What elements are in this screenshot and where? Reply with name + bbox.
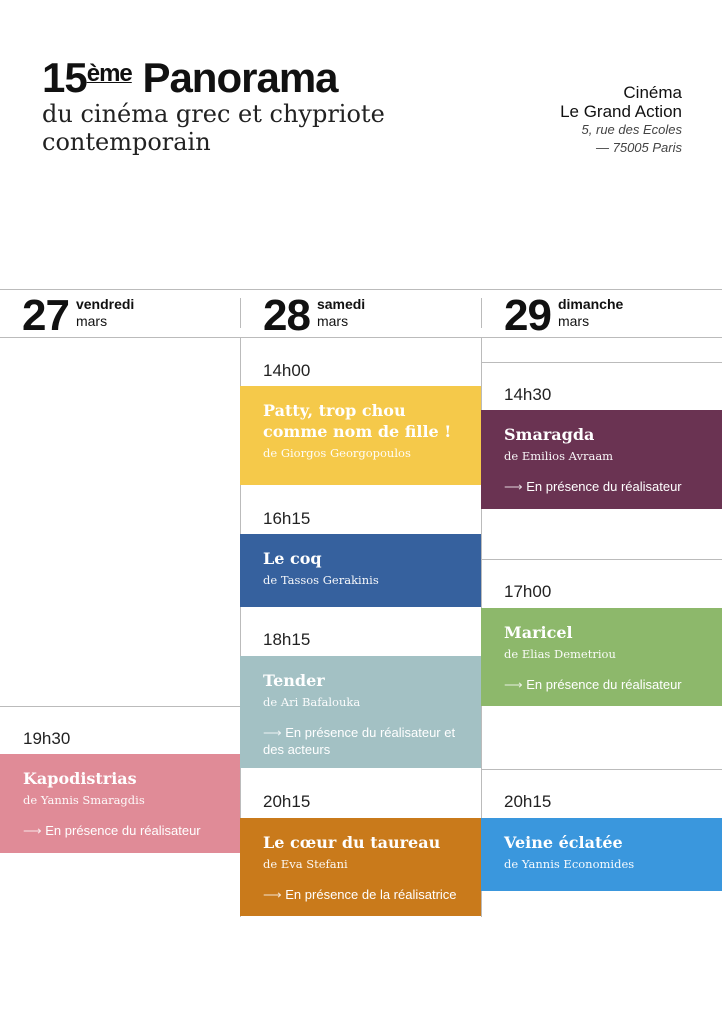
screening-time: 14h30: [504, 385, 552, 404]
day-header-28: 28 samedi mars: [263, 291, 366, 340]
screening-time: 17h00: [504, 582, 552, 601]
screening-card: Smaragda de Emilios Avraam ⟶ En présence …: [481, 410, 722, 509]
venue-info: Cinéma Le Grand Action 5, rue des Ecoles —…: [560, 83, 682, 155]
screening-note: ⟶ En présence du réalisateur: [23, 823, 201, 838]
divider: [0, 706, 240, 707]
column-border: [240, 337, 241, 917]
film-director: de Giorgos Georgopoulos: [263, 446, 411, 460]
screening-time: 20h15: [504, 792, 552, 811]
screening-card: Patty, trop chou comme nom de fille ! de…: [240, 386, 481, 485]
film-director: de Emilios Avraam: [504, 449, 614, 463]
arrow-icon: ⟶: [23, 823, 42, 838]
day-header-29: 29 dimanche mars: [504, 291, 624, 340]
film-director: de Eva Stefani: [263, 857, 348, 871]
film-director: de Tassos Gerakinis: [263, 573, 379, 587]
divider: [481, 362, 722, 363]
divider: [481, 769, 722, 770]
film-title: Patty, trop chou comme nom de fille !: [263, 401, 452, 441]
film-title: Tender: [263, 671, 325, 690]
film-title: Veine éclatée: [504, 833, 623, 852]
arrow-icon: ⟶: [263, 887, 282, 902]
arrow-icon: ⟶: [504, 479, 523, 494]
arrow-icon: ⟶: [504, 677, 523, 692]
screening-card: Le coq de Tassos Gerakinis: [240, 534, 481, 607]
divider: [481, 559, 722, 560]
screening-card: Veine éclatée de Yannis Economides: [481, 818, 722, 891]
film-title: Le coq: [263, 549, 322, 568]
day-header-27: 27 vendredi mars: [22, 291, 135, 340]
film-title: Smaragda: [504, 425, 595, 444]
film-title: Le cœur du taureau: [263, 833, 441, 852]
screening-note: ⟶ En présence de la réalisatrice: [263, 887, 457, 902]
divider: [0, 337, 722, 338]
screening-note: ⟶ En présence du réalisateur et des acte…: [263, 725, 456, 757]
screening-card: Maricel de Elias Demetriou ⟶ En présence …: [481, 608, 722, 706]
festival-subtitle: du cinéma grec et chypriote contemporain: [42, 100, 385, 156]
divider: [0, 289, 722, 290]
film-director: de Yannis Economides: [504, 857, 635, 871]
screening-card: Le cœur du taureau de Eva Stefani ⟶ En pr…: [240, 818, 481, 916]
film-director: de Ari Bafalouka: [263, 695, 361, 709]
screening-card: Kapodistrias de Yannis Smaragdis ⟶ En pré…: [0, 754, 240, 853]
film-director: de Elias Demetriou: [504, 647, 616, 661]
screening-time: 19h30: [23, 729, 71, 748]
screening-note: ⟶ En présence du réalisateur: [504, 479, 682, 494]
screening-note: ⟶ En présence du réalisateur: [504, 677, 682, 692]
divider: [481, 298, 482, 328]
screening-time: 20h15: [263, 792, 311, 811]
screening-time: 14h00: [263, 361, 311, 380]
screening-time: 16h15: [263, 509, 311, 528]
film-title: Maricel: [504, 623, 573, 642]
film-title: Kapodistrias: [23, 769, 137, 788]
divider: [240, 298, 241, 328]
screening-time: 18h15: [263, 630, 311, 649]
film-director: de Yannis Smaragdis: [23, 793, 145, 807]
arrow-icon: ⟶: [263, 725, 282, 740]
screening-card: Tender de Ari Bafalouka ⟶ En présence du …: [240, 656, 481, 768]
festival-title: 15ème Panorama: [42, 54, 339, 101]
